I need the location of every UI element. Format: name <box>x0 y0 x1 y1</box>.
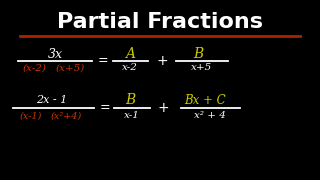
Text: Bx + C: Bx + C <box>184 93 226 107</box>
Text: +: + <box>157 101 169 115</box>
Text: =: = <box>98 55 108 68</box>
Text: x-2: x-2 <box>122 64 138 73</box>
Text: +: + <box>156 54 168 68</box>
Text: =: = <box>100 102 110 114</box>
Text: 2x - 1: 2x - 1 <box>36 95 68 105</box>
Text: Partial Fractions: Partial Fractions <box>57 12 263 32</box>
Text: B: B <box>193 47 203 61</box>
Text: (x-2): (x-2) <box>22 64 46 73</box>
Text: x² + 4: x² + 4 <box>194 111 226 120</box>
Text: x-1: x-1 <box>124 111 140 120</box>
Text: x+5: x+5 <box>191 64 212 73</box>
Text: A: A <box>125 47 135 61</box>
Text: B: B <box>125 93 135 107</box>
Text: (x-1): (x-1) <box>20 111 42 120</box>
Text: 3x: 3x <box>47 48 62 60</box>
Text: (x²+4): (x²+4) <box>50 111 82 120</box>
Text: (x+5): (x+5) <box>55 64 84 73</box>
